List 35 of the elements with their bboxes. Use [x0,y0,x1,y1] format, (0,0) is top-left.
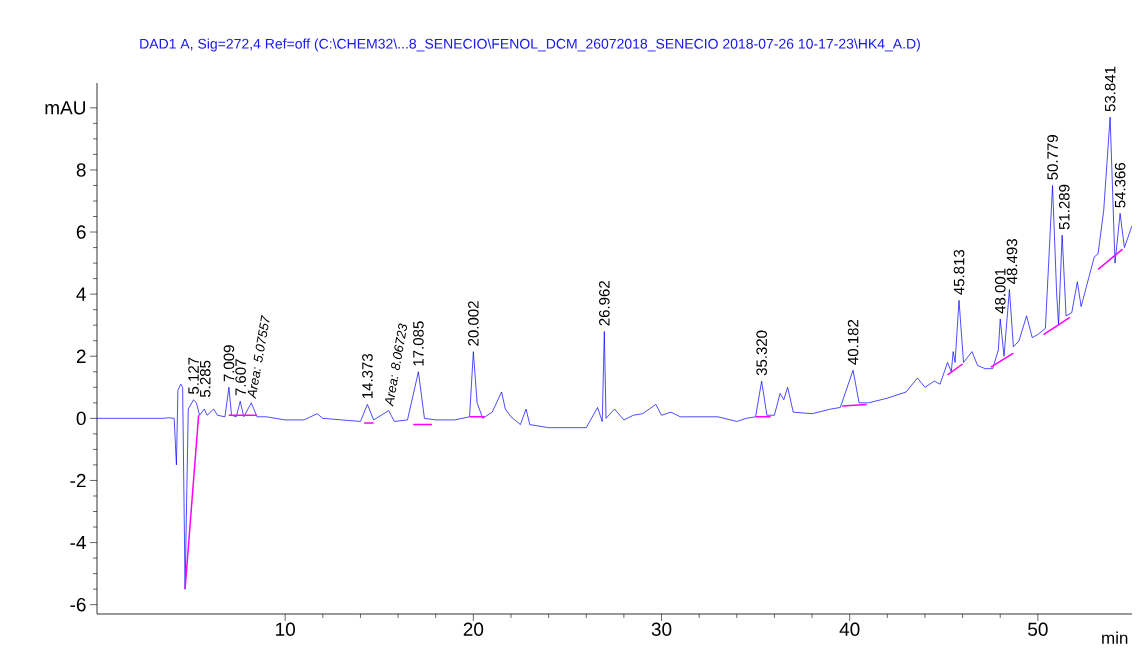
annotation: 54.366 [1114,163,1126,208]
x-tick-label: 30 [651,622,672,636]
chart-title: DAD1 A, Sig=272,4 Ref=off (C:\CHEM32\...8_SENECIO\FENOL_DCM_26072018_SENECIO 2018-07-26 10-17-23\HK4_A.D) [140,38,920,52]
annotation: 53.841 [1104,66,1116,112]
annotation: 7.607 [235,359,246,396]
annotation: 51.289 [1058,184,1070,230]
y-tick-label: -6 [70,597,86,612]
x-tick-label: 10 [276,622,295,636]
annotation: 26.962 [599,281,610,326]
annotation: 5.127 [188,357,199,394]
annotation: 45.813 [953,249,965,295]
y-tick-label: -2 [70,473,86,488]
annotation: 5.285 [199,360,211,398]
annotation: 17.085 [413,321,424,366]
annotation: 40.182 [847,319,859,365]
annotation: Area: 5.07557 [247,314,270,400]
x-axis-title: min [1102,631,1128,644]
x-tick-label: 40 [839,622,860,636]
y-tick-label: 0 [76,411,86,426]
y-tick-label: 8 [76,163,86,177]
y-tick-label: 4 [76,287,86,301]
annotation: 50.779 [1047,135,1058,180]
annotation: 35.320 [756,330,767,376]
y-tick-label: mAU [45,101,85,115]
annotation: 20.002 [468,301,479,346]
x-tick-label: 20 [463,622,484,636]
annotation: 48.001 [994,268,1006,314]
y-tick-label: 2 [76,349,86,363]
y-tick-label: 6 [76,225,86,239]
annotation: 7.009 [223,345,235,382]
annotation: 48.493 [1006,239,1018,284]
annotation: Area: 8.06723 [385,323,408,407]
y-tick-label: -4 [70,536,86,550]
annotation: 14.373 [362,353,373,399]
x-tick-label: 50 [1028,622,1048,636]
